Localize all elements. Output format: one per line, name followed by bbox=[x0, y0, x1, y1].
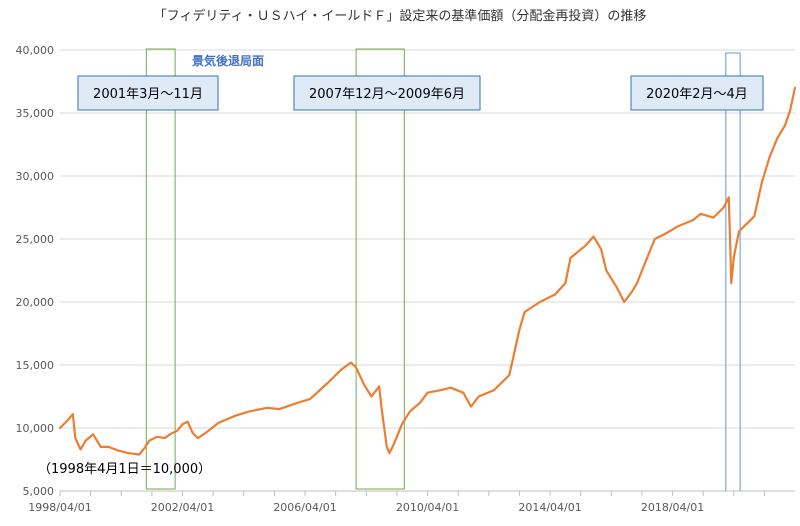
x-tick-label: 2018/04/01 bbox=[641, 501, 704, 514]
gridlines bbox=[60, 49, 795, 492]
x-tick-label: 2002/04/01 bbox=[151, 501, 214, 514]
period-callout-label: 2007年12月～2009年6月 bbox=[309, 87, 465, 102]
chart-title: 「フィデリティ・ＵＳハイ・イールドＦ」設定来の基準価額（分配金再投資）の推移 bbox=[154, 8, 647, 24]
y-tick-label: 25,000 bbox=[16, 233, 55, 246]
axes: 5,000 10,000 15,000 20,000 25,000 30,000 35,00… bbox=[16, 44, 795, 514]
period-callout-box bbox=[77, 75, 219, 111]
series-layer bbox=[58, 86, 797, 456]
x-tick-label: 2006/04/01 bbox=[273, 501, 336, 514]
period-callout-label: 2001年3月～11月 bbox=[93, 87, 203, 102]
y-tick-label: 5,000 bbox=[23, 485, 55, 498]
recession-period-box bbox=[355, 48, 405, 490]
period-callout-label: 2020年2月～4月 bbox=[646, 87, 748, 102]
x-tick-label: 2014/04/01 bbox=[518, 501, 581, 514]
base-note: （1998年4月1日＝10,000） bbox=[38, 462, 211, 477]
y-tick-label: 30,000 bbox=[16, 170, 55, 183]
recession-periods bbox=[145, 48, 741, 492]
period-callout-box bbox=[293, 75, 481, 111]
y-tick-label: 15,000 bbox=[16, 359, 55, 372]
period-callout-box bbox=[630, 75, 764, 111]
x-tick-label: 1998/04/01 bbox=[28, 501, 91, 514]
recession-period-box bbox=[145, 48, 176, 490]
y-tick-label: 40,000 bbox=[16, 44, 55, 57]
y-tick-label: 10,000 bbox=[16, 422, 55, 435]
y-tick-label: 20,000 bbox=[16, 296, 55, 309]
recession-label: 景気後退局面 bbox=[192, 53, 264, 68]
nav-series-line bbox=[58, 86, 797, 456]
x-tick-label: 2010/04/01 bbox=[396, 501, 459, 514]
y-tick-label: 35,000 bbox=[16, 107, 55, 120]
